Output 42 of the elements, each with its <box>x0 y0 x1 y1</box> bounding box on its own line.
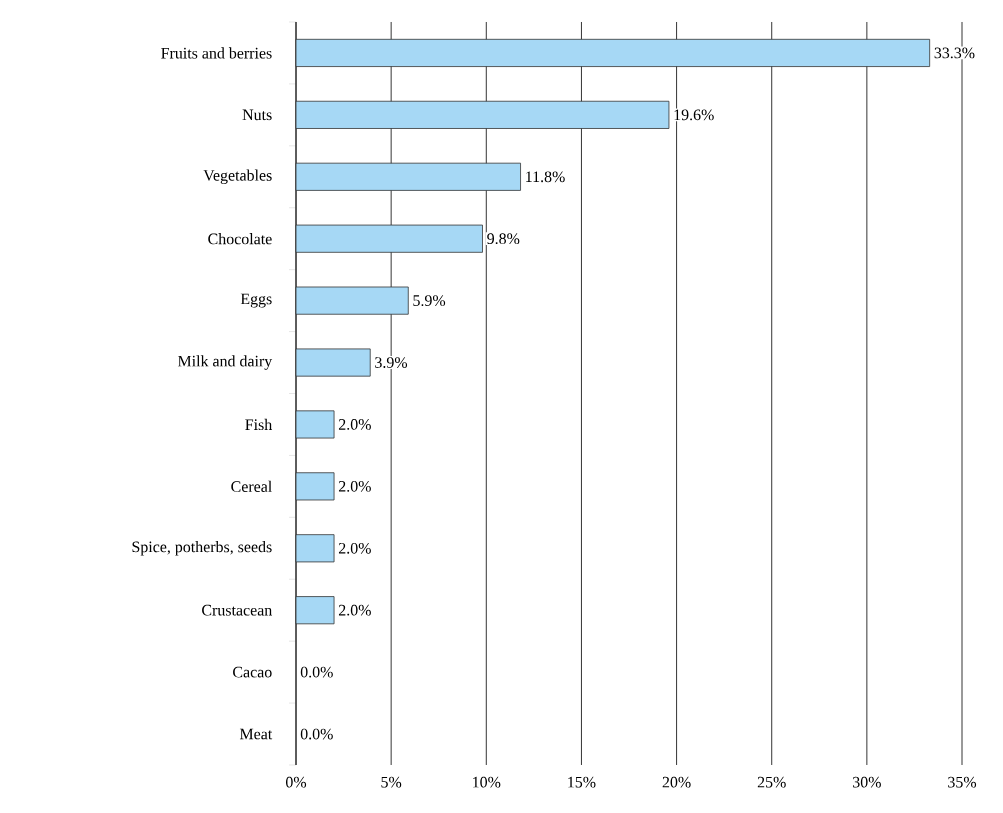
bar <box>295 38 931 67</box>
data-label: 33.3% <box>934 47 975 59</box>
y-tick-label: Cacao <box>233 666 272 678</box>
data-label: 0.0% <box>300 666 333 678</box>
x-tick-label: 20% <box>662 776 691 788</box>
bar <box>295 224 483 253</box>
y-tick-label: Spice, potherbs, seeds <box>132 541 272 556</box>
data-label: 11.8% <box>526 171 565 183</box>
data-label: 2.0% <box>338 604 371 616</box>
bar <box>295 534 335 563</box>
y-tick-label: Cereal <box>231 480 272 492</box>
data-label: 0.0% <box>300 728 333 740</box>
x-tick-label: 10% <box>473 776 501 788</box>
data-label: 2.0% <box>338 542 371 554</box>
y-tick-label: Milk and dairy <box>177 355 273 370</box>
data-label: 2.0% <box>338 480 371 492</box>
data-label: 5.9% <box>413 295 446 307</box>
bar <box>295 410 335 439</box>
bar <box>295 286 409 315</box>
data-label: 2.0% <box>338 419 371 430</box>
x-tick-label: 5% <box>381 776 402 788</box>
y-tick-label: Eggs <box>240 293 272 308</box>
y-tick-label: Fruits and berries <box>161 47 272 59</box>
data-label: 3.9% <box>375 357 408 368</box>
x-tick-label: 25% <box>757 776 786 788</box>
x-tick-label: 30% <box>853 776 881 788</box>
y-tick-label: Meat <box>239 728 273 740</box>
bar <box>295 100 670 129</box>
x-tick-label: 15% <box>568 776 596 788</box>
bar <box>295 472 335 501</box>
y-tick-label: Crustacean <box>202 604 273 616</box>
bar <box>295 348 371 377</box>
y-tick-label: Vegetables <box>203 169 272 185</box>
y-tick-label: Chocolate <box>208 233 272 245</box>
y-tick-label: Nuts <box>242 109 272 121</box>
data-label: 9.8% <box>487 233 520 245</box>
x-tick-label: 0% <box>285 776 307 788</box>
bar <box>295 162 521 191</box>
data-label: 19.6% <box>674 109 714 121</box>
y-tick-label: Fish <box>245 418 273 431</box>
bar <box>295 596 335 625</box>
x-tick-label: 35% <box>948 776 977 788</box>
